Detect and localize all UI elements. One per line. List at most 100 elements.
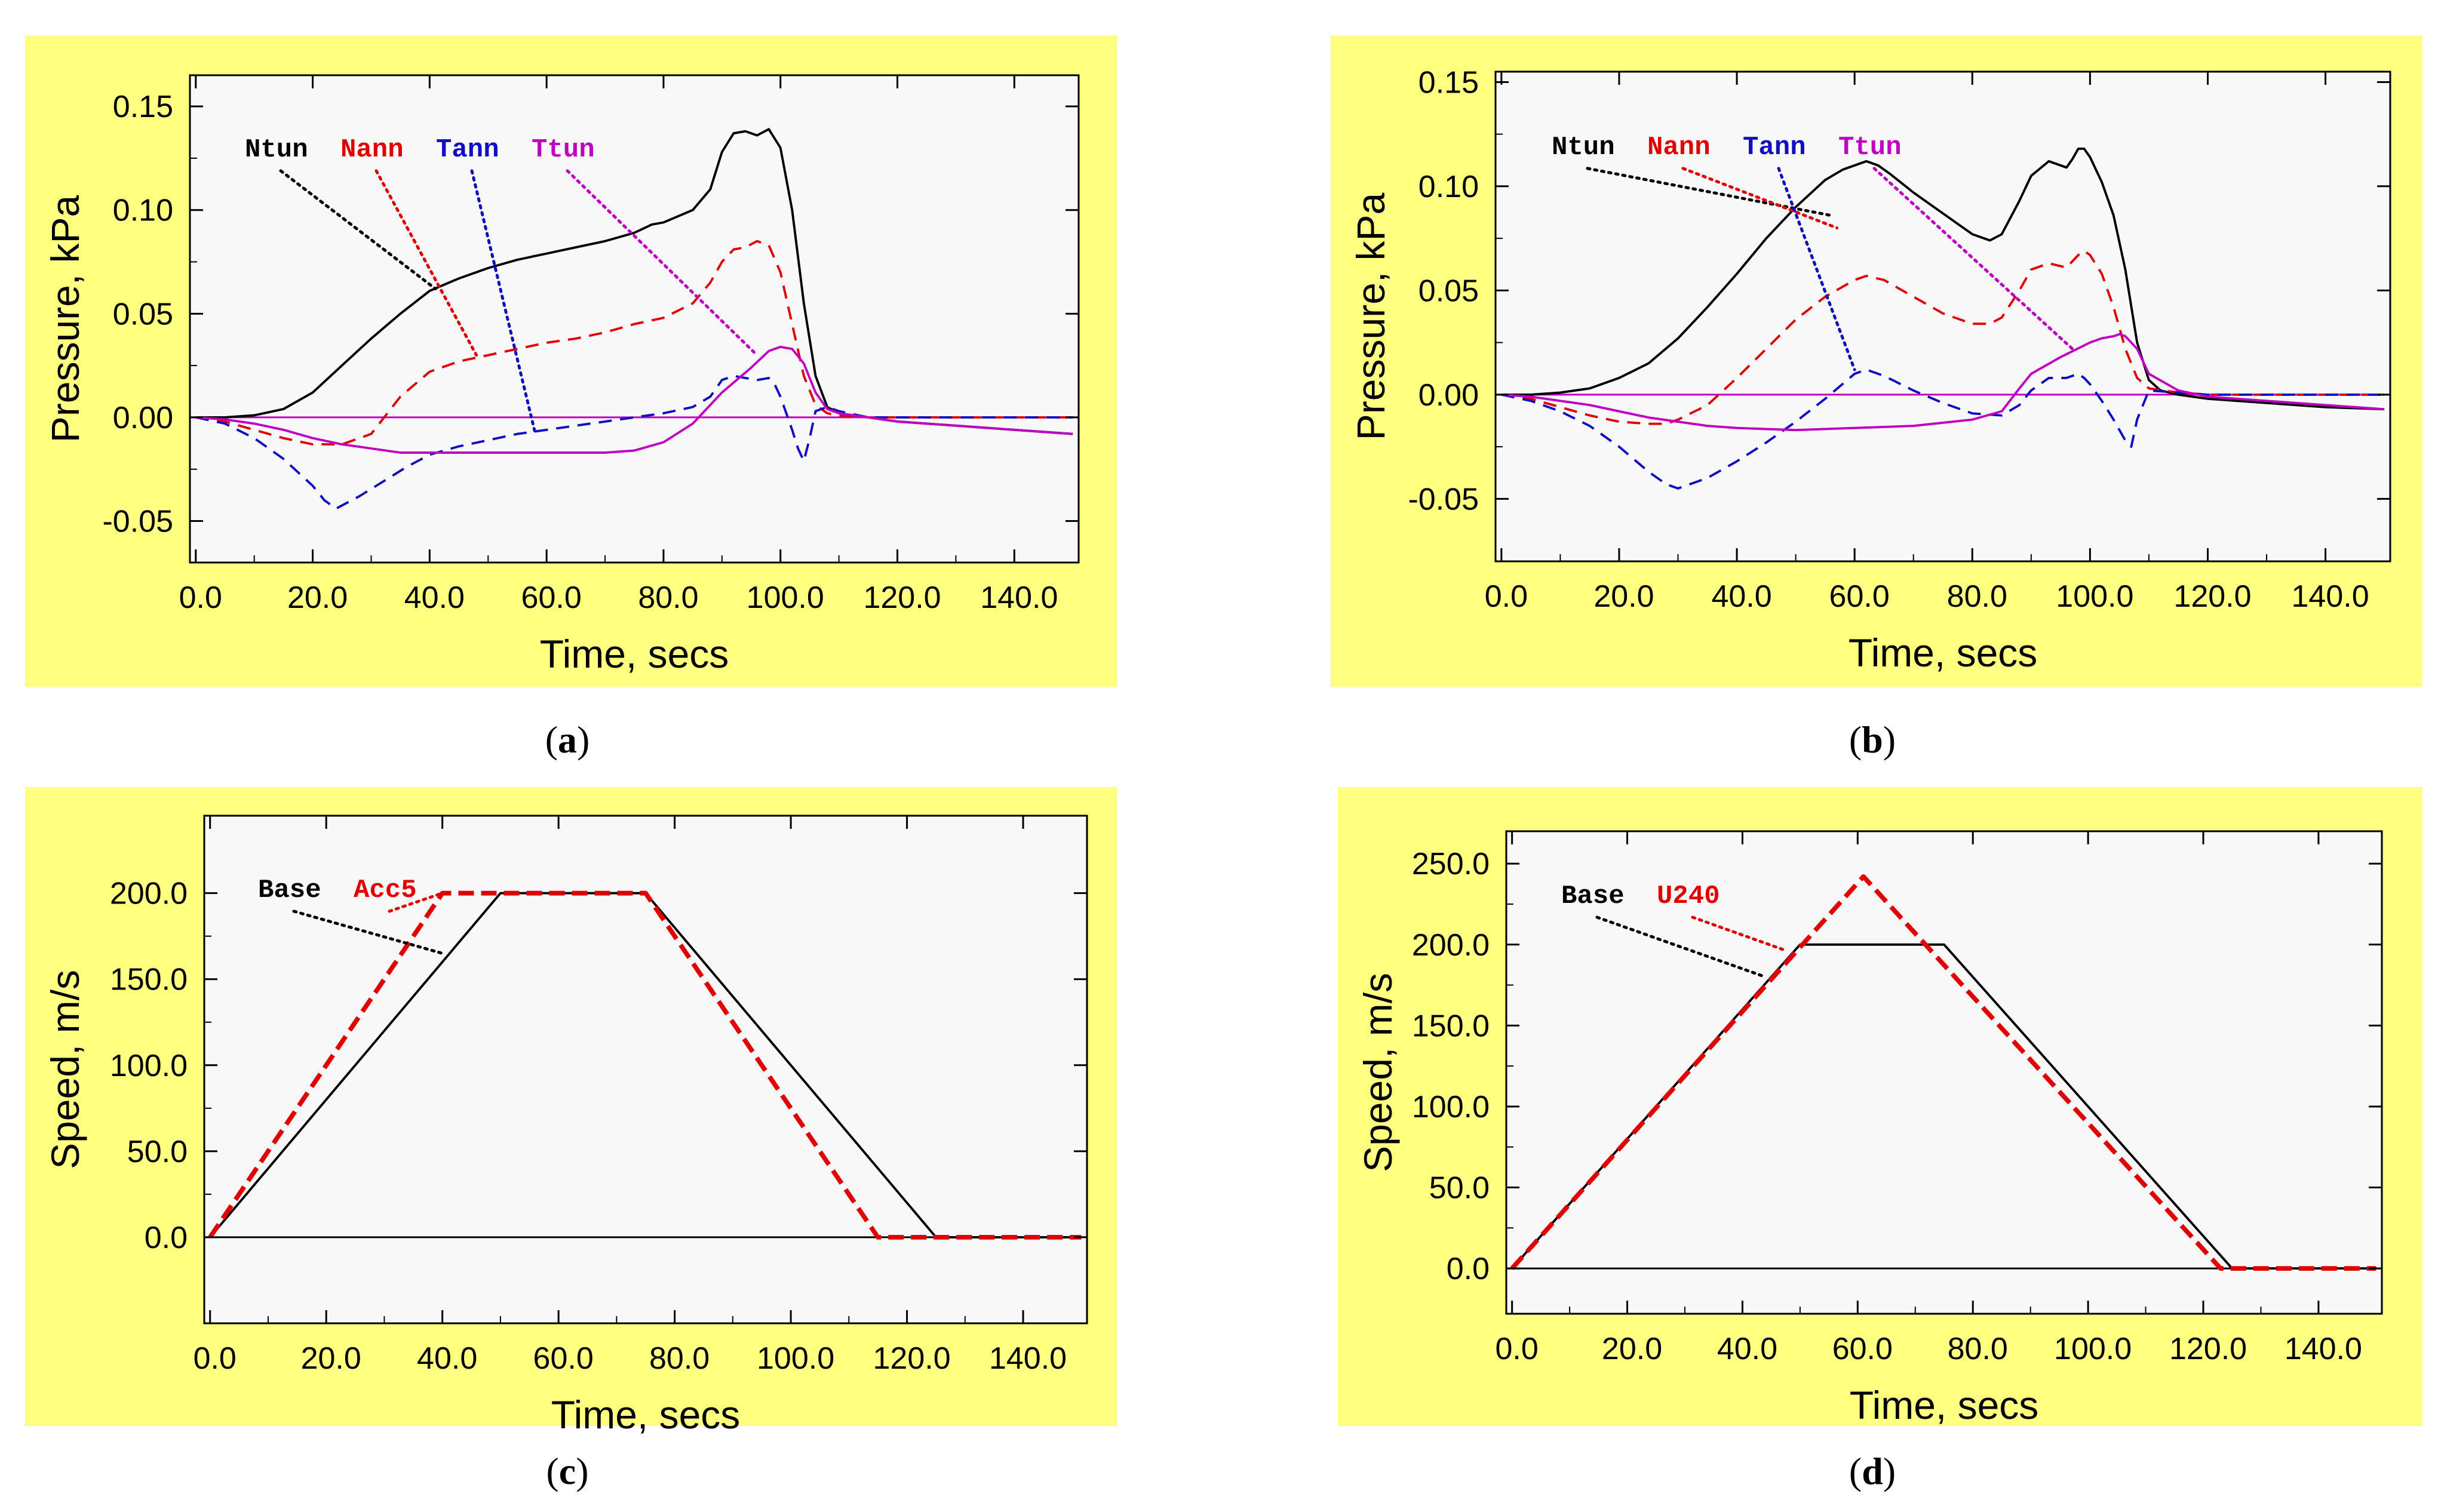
series-d-u240 <box>1510 874 2376 1271</box>
xtick-label-d-2: 40.0 <box>1717 1332 1777 1366</box>
xtick-label-b-0: 0.0 <box>1485 579 1528 614</box>
ytick-label-a-3: 0.10 <box>113 193 173 228</box>
xtick-label-a-1: 20.0 <box>287 580 348 615</box>
ylabel-c: Speed, m/s <box>43 970 87 1169</box>
ytick-label-b-1: 0.00 <box>1418 378 1479 413</box>
legend-a-ntun: Ntun <box>245 135 308 165</box>
ytick-label-b-2: 0.05 <box>1418 273 1479 308</box>
legend-b-tann: Tann <box>1743 133 1806 162</box>
ytick-label-d-3: 150.0 <box>1412 1009 1490 1043</box>
xtick-label-c-1: 20.0 <box>301 1341 361 1376</box>
xlabel-c: Time, secs <box>551 1393 741 1437</box>
ylabel-b: Pressure, kPa <box>1349 192 1393 440</box>
ytick-label-b-4: 0.15 <box>1418 65 1479 100</box>
legend-leader-d-u240 <box>1691 915 1785 951</box>
xtick-label-a-3: 60.0 <box>521 580 582 615</box>
xtick-label-b-5: 100.0 <box>2056 579 2133 614</box>
xtick-label-a-5: 100.0 <box>747 580 824 615</box>
xtick-label-d-3: 60.0 <box>1832 1332 1893 1366</box>
xtick-label-b-6: 120.0 <box>2173 579 2251 614</box>
series-b-nann <box>1501 250 2385 425</box>
ytick-label-d-2: 100.0 <box>1412 1090 1490 1124</box>
ytick-label-d-5: 250.0 <box>1412 847 1490 881</box>
ytick-label-b-0: -0.05 <box>1408 482 1479 517</box>
caption-a-letter: a <box>558 718 577 761</box>
series-a-ntun <box>195 128 1073 435</box>
xtick-label-b-4: 80.0 <box>1947 579 2007 614</box>
legend-c-acc5: Acc5 <box>354 875 417 905</box>
ytick-label-c-1: 50.0 <box>127 1135 188 1169</box>
xtick-label-c-0: 0.0 <box>194 1341 237 1376</box>
xtick-label-a-7: 140.0 <box>980 580 1058 615</box>
caption-a: (a) <box>545 718 590 761</box>
plot-c-frame <box>203 815 1088 1324</box>
legend-b-nann: Nann <box>1647 133 1711 162</box>
ytick-label-a-0: -0.05 <box>102 505 173 539</box>
xtick-label-d-1: 20.0 <box>1602 1332 1662 1366</box>
panel-b: 0.0 20.0 40.0 60.0 80.0 100.0 120.0 140.0 -0.05 0… <box>1331 36 2422 687</box>
xtick-label-a-0: 0.0 <box>179 580 222 615</box>
legend-leader-a-ntun <box>279 169 437 291</box>
xtick-label-a-2: 40.0 <box>404 580 465 615</box>
ytick-label-a-1: 0.00 <box>113 401 173 435</box>
caption-d-letter: d <box>1862 1450 1883 1492</box>
xtick-label-b-1: 20.0 <box>1593 579 1654 614</box>
plot-d-area <box>1506 831 2382 1314</box>
xtick-label-d-4: 80.0 <box>1948 1332 2008 1366</box>
xtick-label-c-7: 140.0 <box>989 1341 1067 1376</box>
plot-a-area <box>190 75 1079 563</box>
series-a-nann <box>195 239 1073 446</box>
ytick-label-a-2: 0.05 <box>113 297 173 331</box>
ytick-label-c-4: 200.0 <box>110 877 188 911</box>
series-group-b <box>1501 147 2385 490</box>
plot-b-area <box>1496 72 2390 561</box>
caption-b-letter: b <box>1862 718 1883 761</box>
legend-leader-b-ntun <box>1586 167 1833 217</box>
ytick-label-d-0: 0.0 <box>1447 1252 1490 1286</box>
legend-leader-c-acc5 <box>388 892 444 913</box>
xlabel-b: Time, secs <box>1849 631 2038 675</box>
caption-d: (d) <box>1849 1450 1896 1492</box>
ytick-label-c-0: 0.0 <box>145 1221 188 1255</box>
series-group-a <box>195 128 1073 510</box>
plot-b-frame <box>1494 70 2391 563</box>
series-b-ttun <box>1501 333 2385 432</box>
caption-c: (c) <box>546 1450 588 1492</box>
legend-leader-b-nann <box>1681 167 1839 230</box>
xtick-label-d-6: 120.0 <box>2169 1332 2247 1366</box>
legend-leader-a-tann <box>470 169 537 434</box>
plot-d-frame <box>1505 830 2383 1315</box>
xtick-label-c-3: 60.0 <box>533 1341 594 1376</box>
caption-b: (b) <box>1849 718 1896 761</box>
series-a-tann <box>195 374 1073 510</box>
series-a-ttun <box>195 345 1073 454</box>
ytick-label-a-4: 0.15 <box>113 90 173 124</box>
ylabel-a: Pressure, kPa <box>43 195 87 442</box>
xtick-label-c-4: 80.0 <box>649 1341 710 1376</box>
ytick-label-b-3: 0.10 <box>1418 170 1479 204</box>
legend-d-base: Base <box>1561 881 1625 911</box>
legend-leader-d-base <box>1595 915 1767 979</box>
series-c-acc5 <box>208 890 1082 1240</box>
xtick-label-d-5: 100.0 <box>2054 1332 2132 1366</box>
legend-b-ntun: Ntun <box>1552 133 1615 162</box>
xtick-label-c-5: 100.0 <box>757 1341 834 1376</box>
xtick-label-b-2: 40.0 <box>1711 579 1771 614</box>
series-group-c <box>208 890 1082 1240</box>
panel-c: 0.0 20.0 40.0 60.0 80.0 100.0 120.0 140.0 0.0 50.… <box>25 787 1117 1437</box>
panel-d: 0.0 20.0 40.0 60.0 80.0 100.0 120.0 140.0 0.0 50.… <box>1338 787 2422 1427</box>
legend-c-base: Base <box>258 875 321 905</box>
xtick-label-a-6: 120.0 <box>863 580 941 615</box>
legend-leader-b-tann <box>1777 167 1856 371</box>
legend-a-tann: Tann <box>436 135 499 165</box>
panel-a: 0.0 20.0 40.0 60.0 80.0 100.0 120.0 140.0 -0.05 0… <box>25 36 1117 687</box>
legend-d-u240: U240 <box>1657 881 1720 911</box>
xtick-label-b-7: 140.0 <box>2292 579 2369 614</box>
xlabel-a: Time, secs <box>540 632 729 676</box>
legend-leader-c-base <box>292 909 444 955</box>
ytick-label-c-2: 100.0 <box>110 1049 188 1083</box>
xtick-label-b-3: 60.0 <box>1829 579 1890 614</box>
xtick-label-c-2: 40.0 <box>417 1341 477 1376</box>
xtick-label-a-4: 80.0 <box>638 580 698 615</box>
